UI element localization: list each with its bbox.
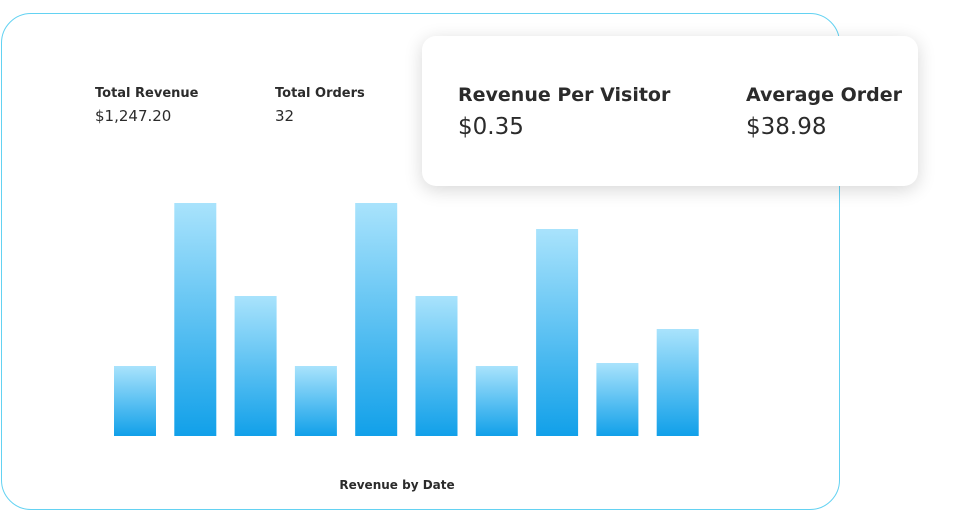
stat: Total Revenue $1,247.20 bbox=[95, 86, 199, 125]
highlight-value: $38.98 bbox=[746, 114, 827, 140]
highlight-stat: Revenue Per Visitor $0.35 bbox=[458, 84, 670, 140]
bar bbox=[174, 203, 217, 436]
highlight-label: Revenue Per Visitor bbox=[458, 84, 671, 106]
stat-label: Total Revenue bbox=[95, 86, 199, 101]
stat-value: 32 bbox=[275, 107, 295, 125]
highlight-stat: Average Order $38.98 bbox=[746, 84, 902, 140]
bar bbox=[294, 366, 337, 436]
bar bbox=[656, 329, 699, 436]
bar bbox=[114, 366, 156, 436]
stat-value: $1,247.20 bbox=[95, 107, 172, 125]
chart-title: Revenue by Date bbox=[339, 478, 454, 492]
bar bbox=[234, 296, 277, 436]
stat: Total Orders 32 bbox=[275, 86, 365, 125]
bar bbox=[415, 296, 458, 436]
highlight-card: Revenue Per Visitor $0.35 Average Order … bbox=[422, 36, 918, 186]
bar bbox=[536, 229, 579, 436]
bar bbox=[475, 366, 518, 436]
stat-label: Total Orders bbox=[275, 86, 365, 101]
bar bbox=[596, 363, 639, 436]
highlight-label: Average Order bbox=[746, 84, 902, 106]
bar bbox=[355, 203, 398, 436]
highlight-value: $0.35 bbox=[458, 114, 524, 140]
dashboard-card bbox=[1, 13, 840, 510]
